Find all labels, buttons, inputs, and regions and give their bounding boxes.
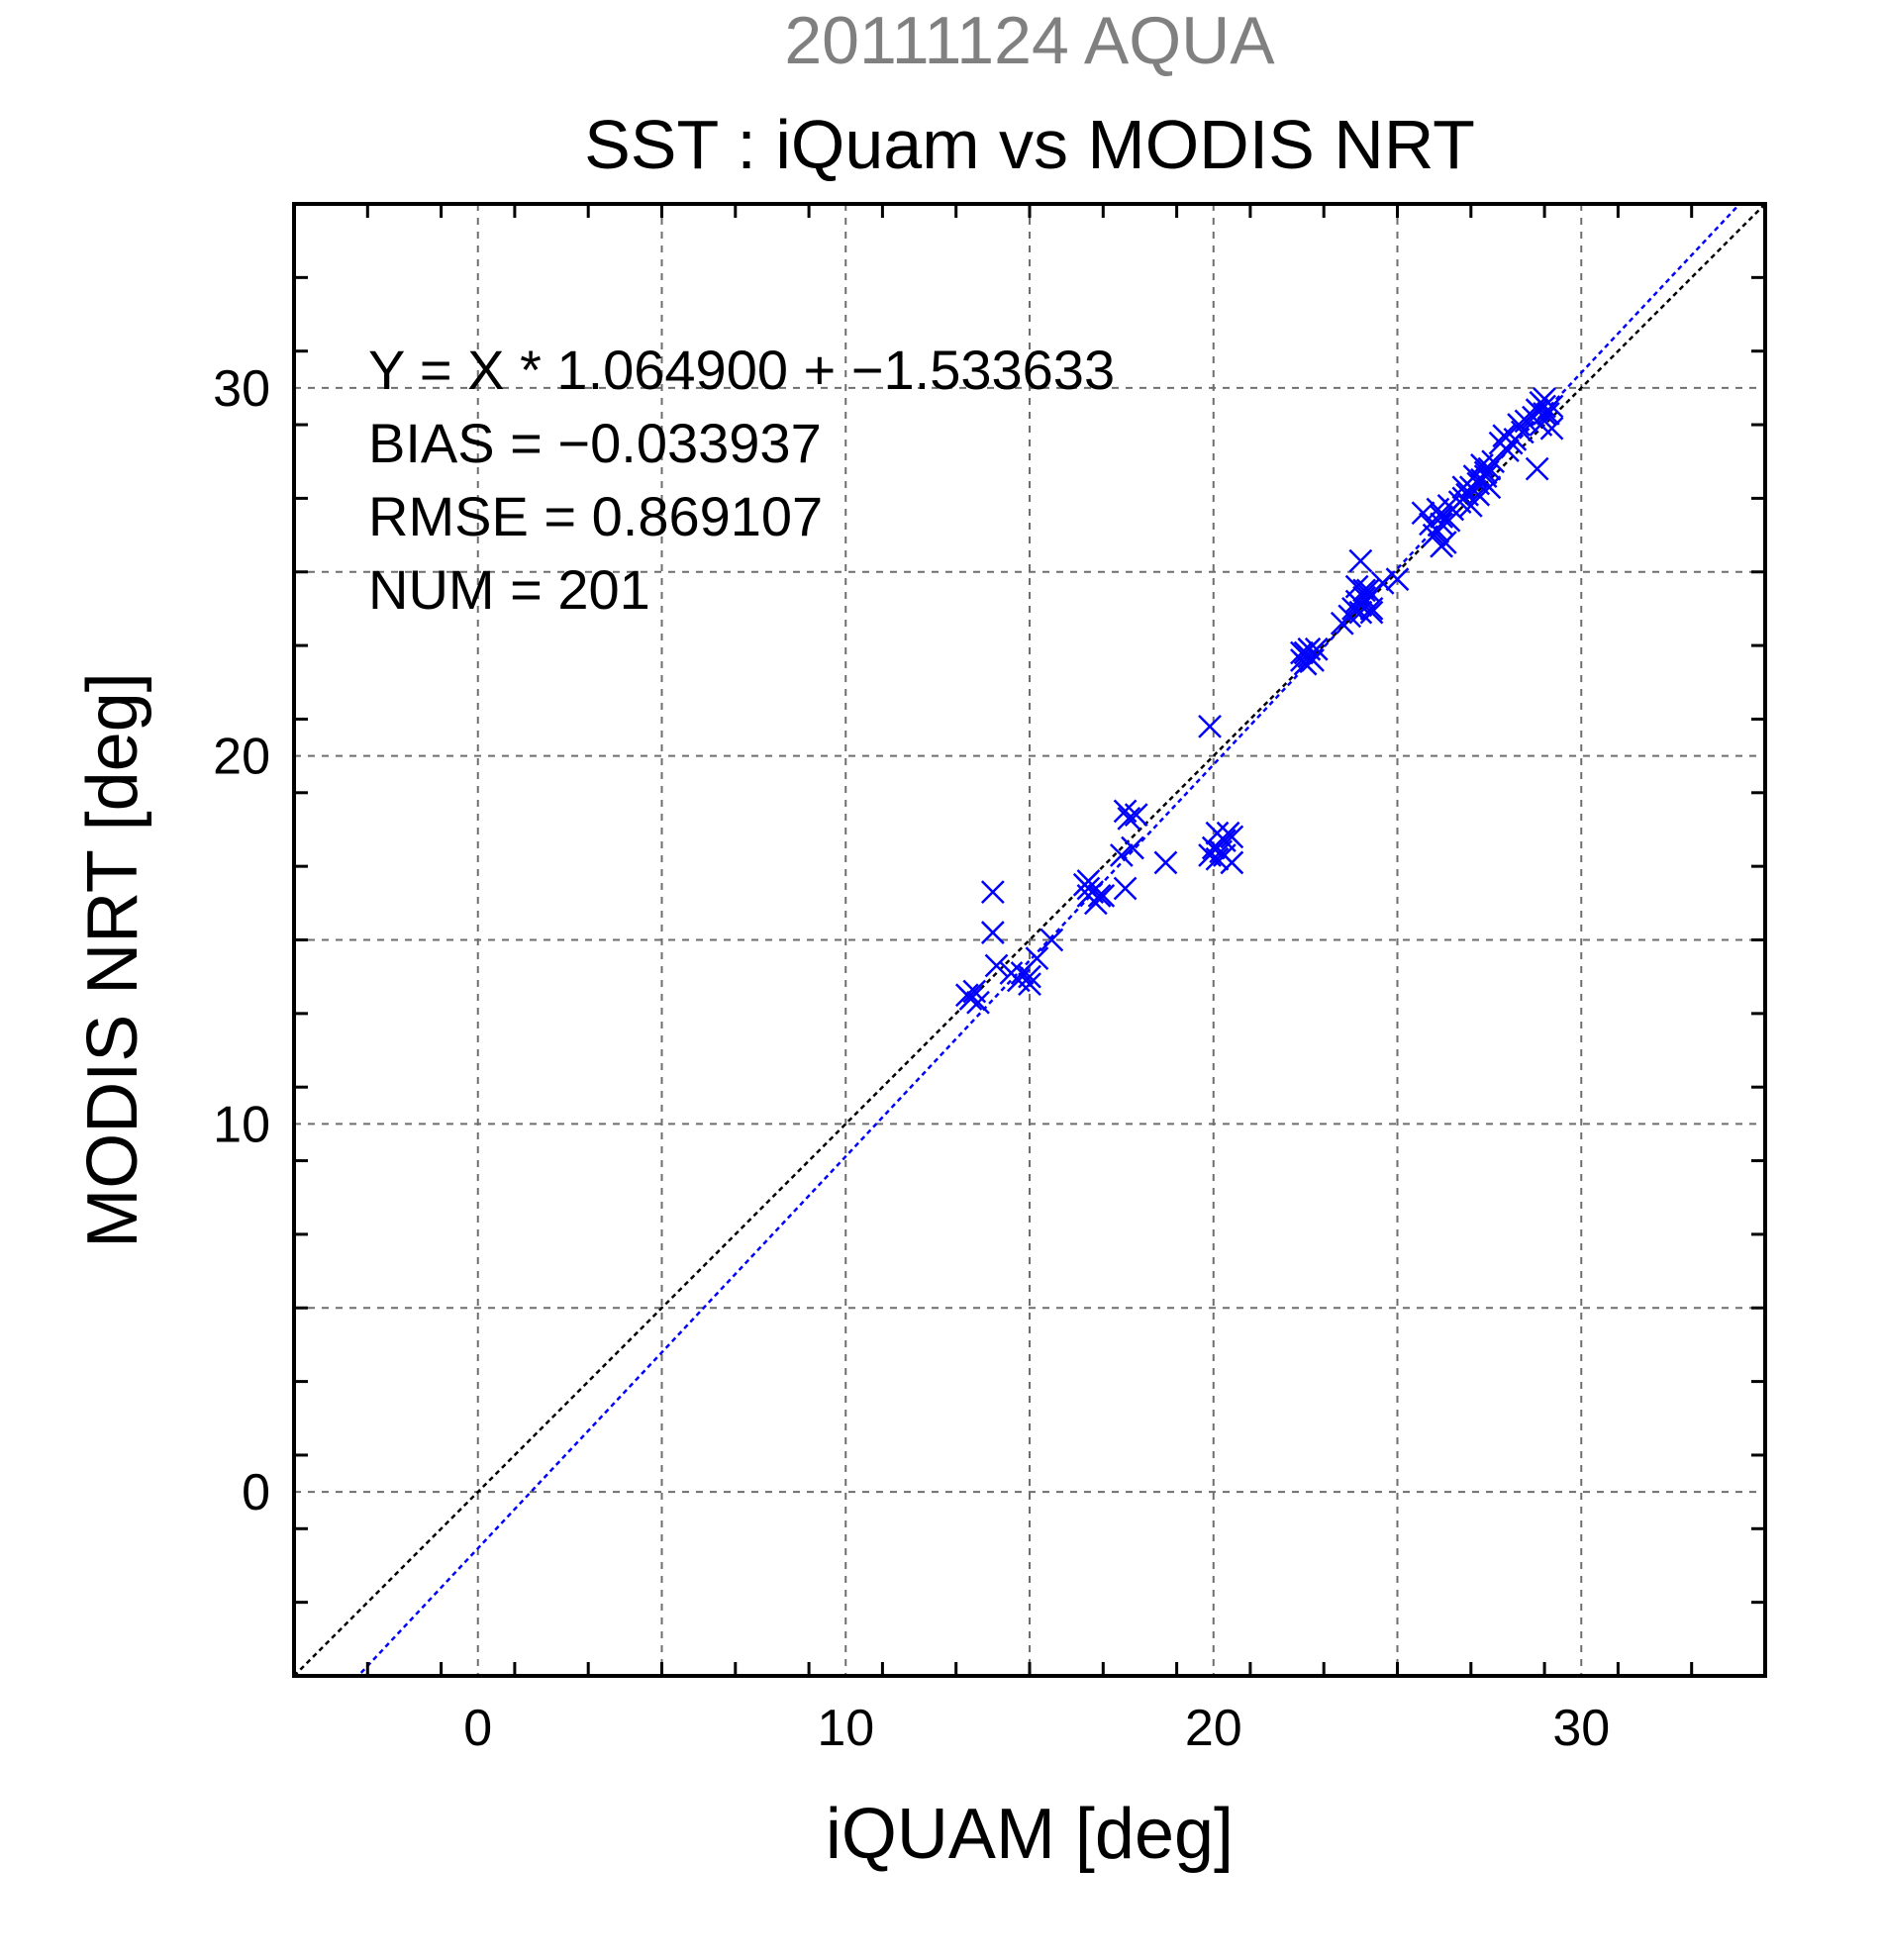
- data-point: [1359, 600, 1384, 625]
- data-point: [1496, 439, 1520, 462]
- data-point: [1198, 715, 1222, 738]
- x-tick-label: 0: [463, 1700, 492, 1757]
- data-point: [980, 921, 1005, 944]
- data-point: [1352, 578, 1376, 603]
- data-point: [1451, 475, 1476, 500]
- data-point: [980, 880, 1005, 905]
- data-point: [1430, 505, 1453, 529]
- reference-lines: [294, 204, 1765, 1676]
- data-point: [1121, 835, 1144, 860]
- x-tick-label: 20: [1185, 1700, 1242, 1757]
- tick-labels: 0 10 20 30 0 10 20 30: [213, 360, 1610, 1757]
- chart-subtitle: 20111124 AQUA: [784, 3, 1275, 78]
- data-point: [1430, 512, 1453, 537]
- data-point: [1533, 394, 1556, 419]
- y-tick-label: 10: [213, 1096, 270, 1153]
- x-axis-label: iQUAM [deg]: [826, 1795, 1234, 1874]
- chart-title: SST : iQuam vs MODIS NRT: [584, 106, 1475, 183]
- data-point: [1352, 585, 1376, 610]
- data-point: [1124, 803, 1148, 827]
- data-point: [1510, 420, 1534, 444]
- data-point: [1018, 964, 1041, 989]
- data-point: [1297, 637, 1322, 661]
- data-point: [1473, 460, 1498, 485]
- stats-num: NUM = 201: [368, 558, 650, 621]
- data-point: [1304, 637, 1329, 661]
- data-point: [1025, 946, 1049, 970]
- stats-bias: BIAS = −0.033937: [368, 412, 822, 474]
- data-point: [1370, 571, 1395, 595]
- stats-fit-equation: Y = X * 1.064900 + −1.533633: [368, 339, 1115, 401]
- data-point: [1535, 402, 1560, 426]
- data-point: [1533, 402, 1556, 426]
- data-point: [1087, 884, 1112, 908]
- data-point: [1040, 928, 1064, 952]
- data-point: [1076, 869, 1101, 893]
- plot-frame: [292, 202, 1767, 1678]
- data-point: [1477, 475, 1502, 500]
- data-point: [1018, 972, 1041, 996]
- data-point: [966, 990, 990, 1015]
- data-points: [954, 387, 1564, 1015]
- data-point: [1153, 850, 1178, 875]
- data-point: [1290, 640, 1314, 665]
- data-point: [1205, 821, 1230, 845]
- data-point: [1348, 600, 1373, 625]
- data-point: [1430, 534, 1453, 558]
- x-tick-label: 10: [817, 1700, 874, 1757]
- data-point: [984, 953, 1009, 978]
- data-point: [1466, 482, 1491, 507]
- y-tick-label: 0: [242, 1464, 270, 1521]
- data-point: [1525, 456, 1549, 481]
- data-point: [1220, 825, 1244, 849]
- data-point: [1109, 843, 1134, 867]
- y-tick-label: 30: [213, 360, 270, 418]
- data-point: [1213, 843, 1237, 867]
- data-point: [1113, 876, 1138, 901]
- data-point: [1205, 846, 1230, 871]
- x-tick-label: 30: [1552, 1700, 1610, 1757]
- data-point: [1385, 567, 1410, 592]
- data-point: [1411, 501, 1436, 526]
- data-point: [1344, 574, 1369, 599]
- data-point: [1507, 413, 1531, 437]
- data-point: [958, 987, 983, 1011]
- y-axis-label: MODIS NRT [deg]: [73, 672, 152, 1248]
- y-tick-label: 20: [213, 729, 270, 786]
- data-point: [1481, 449, 1505, 474]
- stats-rmse: RMSE = 0.869107: [368, 485, 823, 547]
- stats-box: Y = X * 1.064900 + −1.533633 BIAS = −0.0…: [368, 339, 1115, 621]
- grid-lines: [294, 204, 1765, 1676]
- regression-fit-line: [356, 204, 1741, 1676]
- data-point: [1348, 548, 1373, 573]
- data-point: [1458, 493, 1483, 518]
- data-point: [1426, 497, 1450, 522]
- data-point: [1117, 806, 1141, 831]
